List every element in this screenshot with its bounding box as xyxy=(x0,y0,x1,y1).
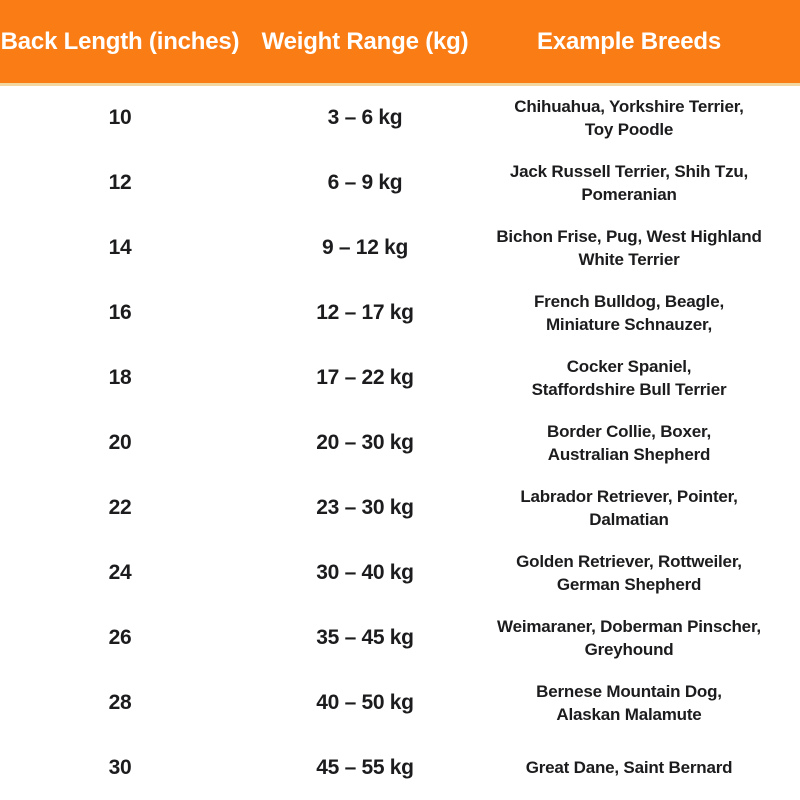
back-length-value: 20 xyxy=(108,430,132,454)
table-row: 20 20 – 30 kg Border Collie, Boxer, Aust… xyxy=(0,411,800,476)
back-length-value: 12 xyxy=(108,171,132,195)
weight-range-value: 17 – 22 kg xyxy=(316,366,414,390)
back-length-value: 10 xyxy=(108,106,132,130)
table-row: 12 6 – 9 kg Jack Russell Terrier, Shih T… xyxy=(0,151,800,216)
breeds-value: Bernese Mountain Dog, Alaskan Malamute xyxy=(536,681,722,724)
table-row: 14 9 – 12 kg Bichon Frise, Pug, West Hig… xyxy=(0,216,800,281)
back-length-value: 30 xyxy=(108,755,132,779)
back-length-value: 26 xyxy=(108,625,132,649)
weight-range-value: 20 – 30 kg xyxy=(316,430,414,454)
back-length-value: 18 xyxy=(108,366,132,390)
weight-range-value: 30 – 40 kg xyxy=(316,560,414,584)
breeds-value: Jack Russell Terrier, Shih Tzu, Pomerani… xyxy=(509,162,749,205)
back-length-value: 14 xyxy=(108,236,132,260)
breeds-value: Bichon Frise, Pug, West Highland White T… xyxy=(496,227,762,270)
table-row: 18 17 – 22 kg Cocker Spaniel, Staffordsh… xyxy=(0,346,800,411)
breeds-value: Cocker Spaniel, Staffordshire Bull Terri… xyxy=(531,357,727,400)
breeds-value: Great Dane, Saint Bernard xyxy=(525,758,733,778)
header-example-breeds: Example Breeds xyxy=(537,27,721,55)
weight-range-value: 9 – 12 kg xyxy=(321,236,409,260)
weight-range-value: 35 – 45 kg xyxy=(316,625,414,649)
weight-range-value: 6 – 9 kg xyxy=(327,171,403,195)
breeds-value: Labrador Retriever, Pointer, Dalmatian xyxy=(520,486,738,529)
table-row: 24 30 – 40 kg Golden Retriever, Rottweil… xyxy=(0,540,800,605)
header-weight-range: Weight Range (kg) xyxy=(261,27,469,55)
table-header: Back Length (inches) Weight Range (kg) E… xyxy=(0,0,800,86)
table-row: 16 12 – 17 kg French Bulldog, Beagle, Mi… xyxy=(0,281,800,346)
breeds-value: Chihuahua, Yorkshire Terrier, Toy Poodle xyxy=(514,97,744,140)
back-length-value: 28 xyxy=(108,690,132,714)
table-body: 10 3 – 6 kg Chihuahua, Yorkshire Terrier… xyxy=(0,86,800,800)
table-row: 28 40 – 50 kg Bernese Mountain Dog, Alas… xyxy=(0,670,800,735)
weight-range-value: 3 – 6 kg xyxy=(327,106,403,130)
table-row: 22 23 – 30 kg Labrador Retriever, Pointe… xyxy=(0,475,800,540)
header-back-length: Back Length (inches) xyxy=(0,27,240,55)
table-row: 10 3 – 6 kg Chihuahua, Yorkshire Terrier… xyxy=(0,86,800,151)
breeds-value: Golden Retriever, Rottweiler, German She… xyxy=(516,551,742,594)
table-row: 26 35 – 45 kg Weimaraner, Doberman Pinsc… xyxy=(0,605,800,670)
breeds-value: Border Collie, Boxer, Australian Shepher… xyxy=(547,421,711,464)
breeds-value: Weimaraner, Doberman Pinscher, Greyhound xyxy=(497,616,761,659)
weight-range-value: 40 – 50 kg xyxy=(316,690,414,714)
weight-range-value: 23 – 30 kg xyxy=(316,495,414,519)
breeds-value: French Bulldog, Beagle, Miniature Schnau… xyxy=(534,292,724,335)
back-length-value: 24 xyxy=(108,560,132,584)
back-length-value: 16 xyxy=(108,301,132,325)
weight-range-value: 45 – 55 kg xyxy=(316,755,414,779)
back-length-value: 22 xyxy=(108,495,132,519)
table-row: 30 45 – 55 kg Great Dane, Saint Bernard xyxy=(0,735,800,800)
weight-range-value: 12 – 17 kg xyxy=(316,301,414,325)
